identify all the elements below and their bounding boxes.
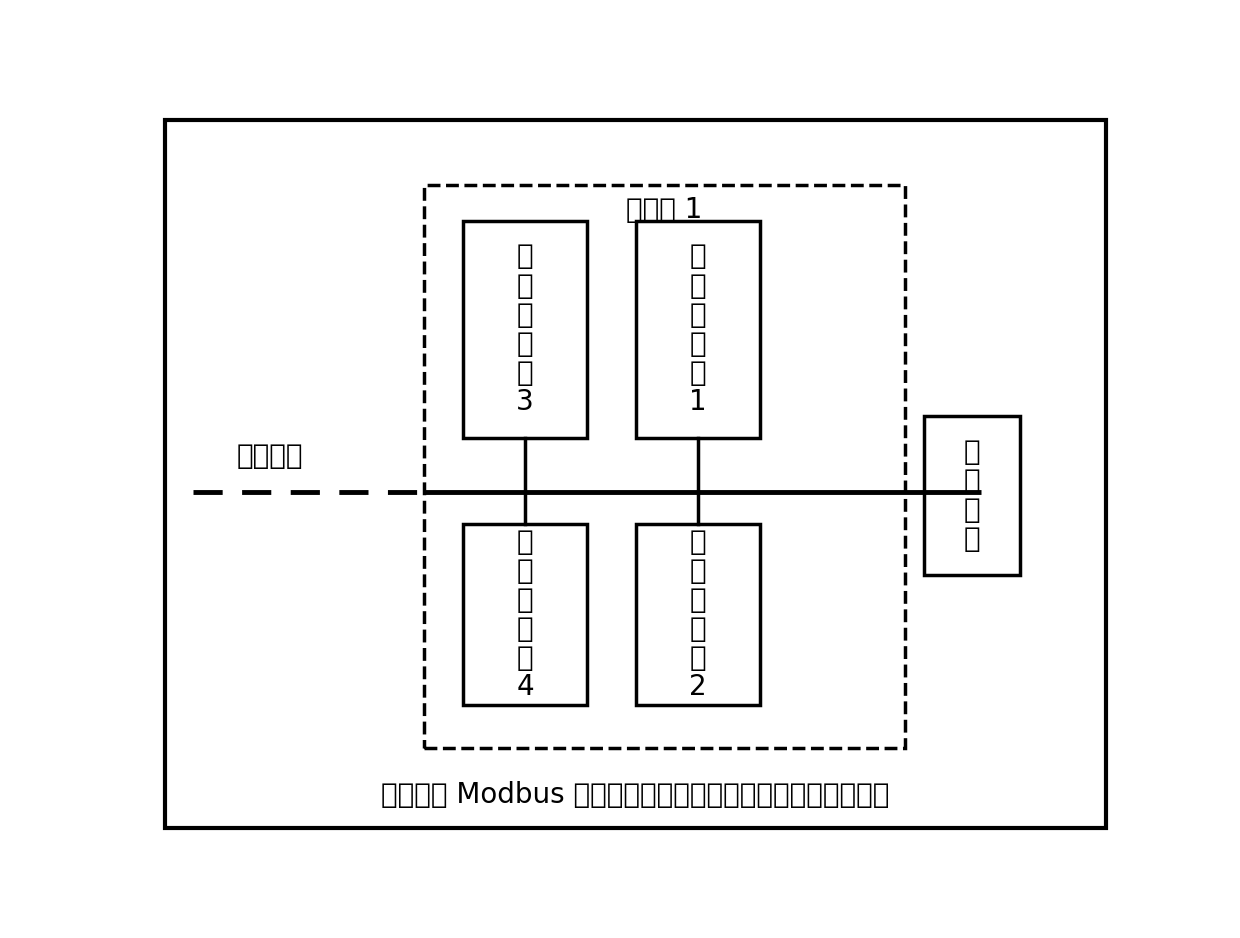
- Text: 全
功
能
从
机
1: 全 功 能 从 机 1: [689, 243, 707, 416]
- Bar: [924, 416, 1021, 575]
- Bar: [463, 221, 588, 437]
- Bar: [463, 524, 588, 704]
- Bar: [424, 185, 905, 749]
- Text: 串行总线: 串行总线: [237, 442, 304, 470]
- Text: 监
控
主
机: 监 控 主 机: [963, 438, 980, 553]
- Bar: [635, 221, 760, 437]
- Text: 简
功
能
从
机
4: 简 功 能 从 机 4: [516, 528, 533, 702]
- Text: 简
功
能
从
机
3: 简 功 能 从 机 3: [516, 243, 534, 416]
- Bar: [635, 524, 760, 704]
- Text: 一种基于 Modbus 协议的自动化过程安全监控系统结构示意图: 一种基于 Modbus 协议的自动化过程安全监控系统结构示意图: [382, 781, 889, 809]
- Text: 功能簇 1: 功能簇 1: [626, 196, 703, 224]
- Text: 简
功
能
从
机
2: 简 功 能 从 机 2: [689, 528, 707, 702]
